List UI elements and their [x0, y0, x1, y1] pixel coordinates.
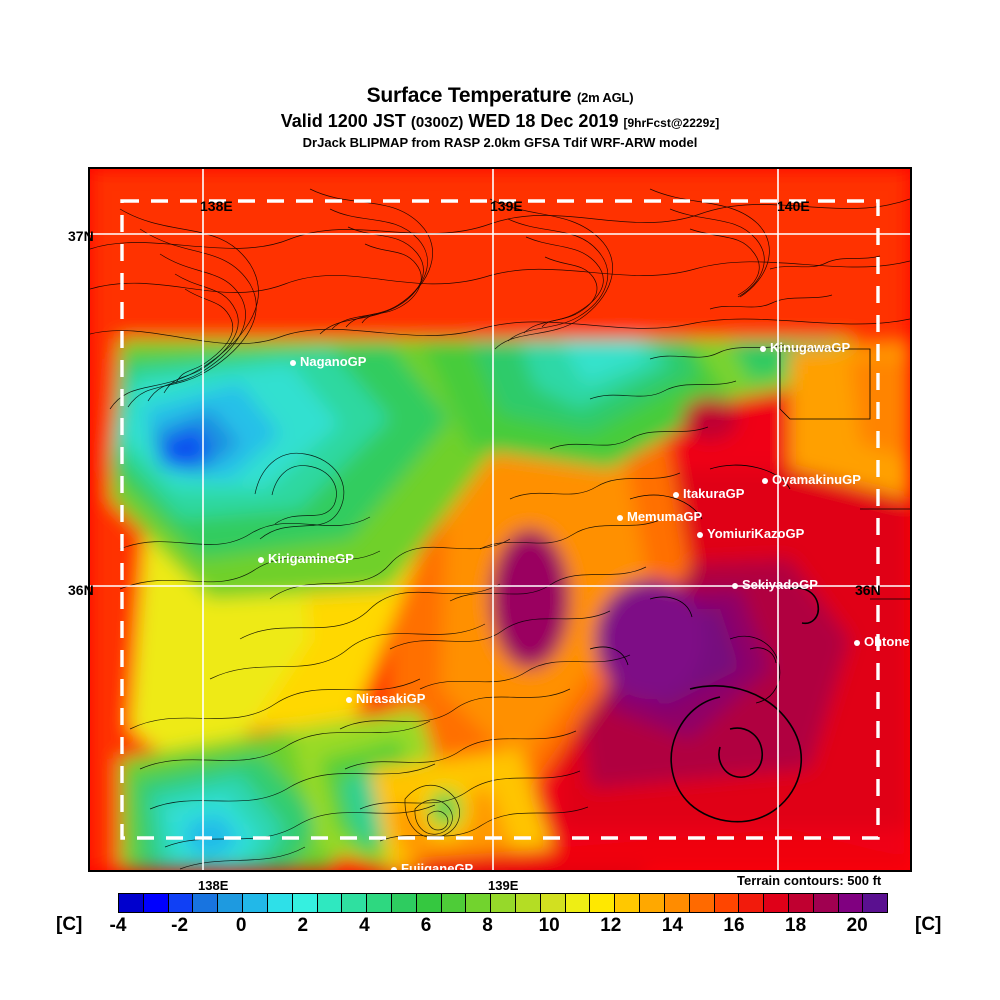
colorbar-swatch: [416, 894, 442, 912]
colorbar-swatch: [615, 894, 641, 912]
colorbar-swatch: [218, 894, 244, 912]
latitude-label: 36N: [68, 582, 94, 598]
station-marker[interactable]: [854, 640, 860, 646]
colorbar-swatch: [342, 894, 368, 912]
colorbar-swatch: [491, 894, 516, 912]
colorbar-swatch: [391, 894, 417, 912]
colorbar-tick: 18: [785, 915, 807, 936]
colorbar-swatch: [466, 894, 492, 912]
colorbar-swatch: [193, 894, 219, 912]
longitude-label: 138E: [200, 198, 233, 214]
station-marker[interactable]: [732, 583, 738, 589]
title-block: Surface Temperature (2m AGL) Valid 1200 …: [0, 84, 1000, 151]
forecast-tag: [9hrFcst@2229z]: [623, 116, 720, 130]
station-marker[interactable]: [258, 557, 264, 563]
temperature-map[interactable]: NaganoGP KinugawaGP OyamakinuGP ItakuraGP Me…: [88, 167, 912, 872]
colorbar-tick: 20: [846, 915, 868, 936]
station-marker[interactable]: [760, 346, 766, 352]
colorbar-tick: 0: [235, 915, 247, 936]
colorbar-tick: 6: [420, 915, 432, 936]
colorbar-tick: 8: [482, 915, 493, 936]
longitude-label-bottom: 139E: [488, 878, 519, 893]
colorbar-swatch: [317, 894, 343, 912]
title-main: Surface Temperature: [366, 84, 572, 107]
station-marker[interactable]: [617, 515, 623, 521]
station-label[interactable]: YomiuriKazoGP: [707, 526, 805, 541]
latitude-label: 37N: [68, 228, 94, 244]
station-marker[interactable]: [673, 492, 679, 498]
station-label[interactable]: OyamakinuGP: [772, 472, 861, 487]
colorbar-swatch: [565, 894, 591, 912]
station-label[interactable]: NirasakiGP: [356, 691, 426, 706]
valid-date: WED 18 Dec 2019: [468, 111, 619, 131]
valid-time-line: Valid 1200 JST (0300Z) WED 18 Dec 2019 […: [0, 111, 1000, 134]
colorbar-swatch: [640, 894, 665, 912]
colorbar-tick: 10: [538, 915, 560, 936]
colorbar-swatch: [590, 894, 616, 912]
colorbar-tick: -4: [109, 915, 127, 936]
colorbar-swatch: [788, 894, 814, 912]
station-label[interactable]: ItakuraGP: [683, 486, 745, 501]
colorbar-swatch: [739, 894, 765, 912]
colorbar-swatch: [540, 894, 566, 912]
colorbar-swatch: [516, 894, 541, 912]
colorbar-swatch: [863, 894, 888, 912]
colorbar-swatch: [441, 894, 467, 912]
temperature-field: [90, 169, 910, 870]
longitude-label: 139E: [490, 198, 523, 214]
colorbar-swatch: [664, 894, 690, 912]
station-label[interactable]: SekiyadoGP: [742, 577, 818, 592]
station-label[interactable]: MemumaGP: [627, 509, 703, 524]
colorbar-swatch: [764, 894, 789, 912]
station-label[interactable]: KinugawaGP: [770, 340, 851, 355]
station-label[interactable]: KirigamineGP: [268, 551, 354, 566]
colorbar-swatches[interactable]: [118, 893, 888, 913]
colorbar-tick-labels: -4 -2 0 2 4 6 8 10 12 14 16 18 20: [110, 915, 888, 941]
colorbar-tick: -2: [171, 915, 189, 936]
station-label[interactable]: OhtoneGP: [864, 634, 910, 649]
colorbar-unit-right: [C]: [915, 914, 942, 935]
colorbar-swatch: [143, 894, 169, 912]
colorbar-swatch: [243, 894, 268, 912]
colorbar-tick: 12: [600, 915, 622, 936]
station-marker[interactable]: [762, 478, 768, 484]
valid-prefix: Valid 1200 JST: [280, 111, 406, 131]
station-marker[interactable]: [346, 697, 352, 703]
colorbar-swatch: [168, 894, 194, 912]
longitude-label: 140E: [777, 198, 810, 214]
colorbar-tick: 14: [661, 915, 683, 936]
page-title: Surface Temperature (2m AGL): [0, 84, 1000, 109]
colorbar-swatch: [714, 894, 740, 912]
station-marker[interactable]: [290, 360, 296, 366]
title-main-sub: (2m AGL): [576, 90, 634, 105]
valid-utc: (0300Z): [410, 114, 464, 131]
colorbar-swatch: [292, 894, 318, 912]
station-label[interactable]: NaganoGP: [300, 354, 367, 369]
station-marker[interactable]: [697, 532, 703, 538]
colorbar-swatch: [267, 894, 293, 912]
model-source-line: DrJack BLIPMAP from RASP 2.0km GFSA Tdif…: [302, 135, 698, 150]
longitude-label-bottom: 138E: [198, 878, 229, 893]
latitude-label: 36N: [855, 582, 881, 598]
colorbar-swatch: [367, 894, 392, 912]
station-label[interactable]: FujiganeGP: [401, 861, 474, 872]
colorbar-tick: 2: [297, 915, 309, 936]
colorbar-swatch: [689, 894, 715, 912]
colorbar-swatch: [838, 894, 864, 912]
colorbar-tick: 4: [359, 915, 370, 936]
terrain-contour-note: Terrain contours: 500 ft: [737, 873, 882, 888]
colorbar-unit-left: [C]: [56, 914, 83, 935]
colorbar-swatch: [813, 894, 839, 912]
station-marker[interactable]: [391, 867, 397, 870]
colorbar-tick: 16: [723, 915, 745, 936]
colorbar[interactable]: [C] -4 -2 0 2 4 6 8 10 12 14 16 18 20 [C]: [0, 888, 1000, 948]
colorbar-swatch: [119, 894, 144, 912]
